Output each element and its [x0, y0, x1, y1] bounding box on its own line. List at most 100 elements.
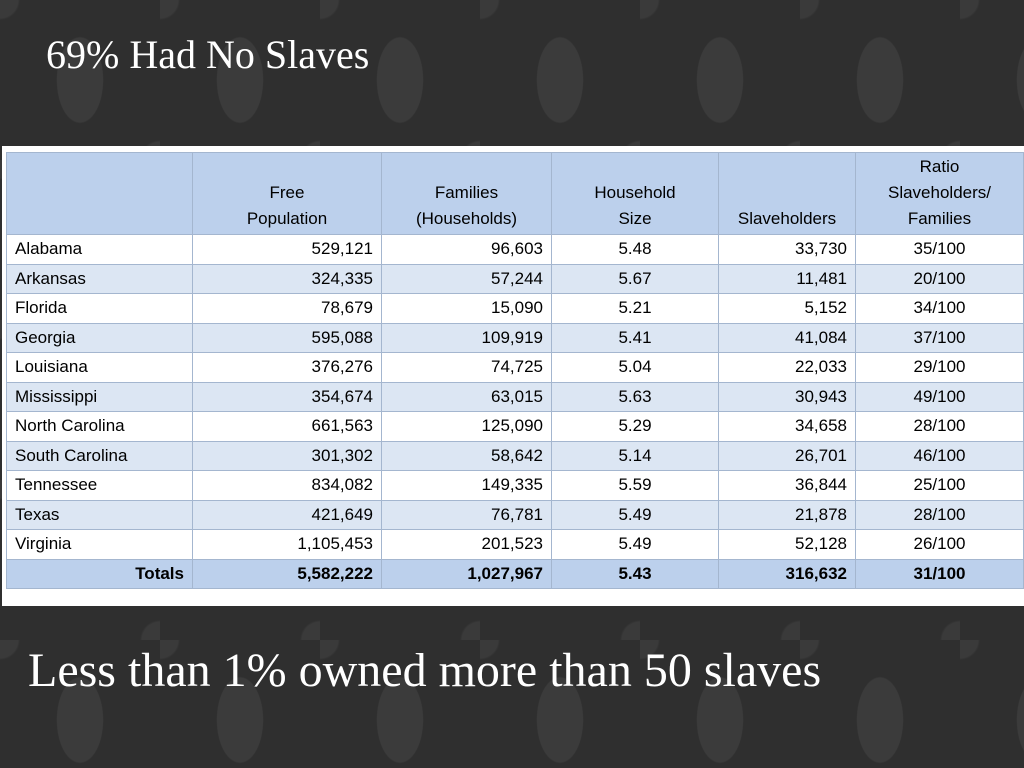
- cell-household-size: 5.67: [551, 263, 719, 294]
- cell-household-size: 5.48: [551, 234, 719, 265]
- cell-families: 109,919: [381, 322, 552, 353]
- cell-household-size: 5.21: [551, 293, 719, 324]
- cell-state: Louisiana: [6, 352, 193, 383]
- cell-state: Mississippi: [6, 381, 193, 412]
- table-row: Mississippi 354,674 63,015 5.63 30,943 49/100: [6, 381, 1024, 412]
- table-row: Florida 78,679 15,090 5.21 5,152 34/100: [6, 293, 1024, 324]
- totals-row: Totals 5,582,222 1,027,967 5.43 316,632 …: [6, 558, 1024, 589]
- cell-slaveholders: 21,878: [718, 499, 856, 530]
- cell-slaveholders: 11,481: [718, 263, 856, 294]
- cell-population: 324,335: [192, 263, 382, 294]
- cell-state: Florida: [6, 293, 193, 324]
- cell-families: 63,015: [381, 381, 552, 412]
- cell-household-size: 5.59: [551, 470, 719, 501]
- cell-state: Alabama: [6, 234, 193, 265]
- header-ratio-line: Slaveholders/: [887, 183, 991, 202]
- cell-population: 595,088: [192, 322, 382, 353]
- slide-title: 69% Had No Slaves: [46, 32, 370, 77]
- totals-population: 5,582,222: [192, 558, 382, 589]
- table-row: Georgia 595,088 109,919 5.41 41,084 37/100: [6, 322, 1024, 353]
- totals-ratio: 31/100: [855, 558, 1024, 589]
- cell-ratio: 35/100: [855, 234, 1024, 265]
- header-slaveholders: Slaveholders: [718, 152, 856, 235]
- cell-ratio: 28/100: [855, 411, 1024, 442]
- cell-population: 834,082: [192, 470, 382, 501]
- cell-population: 421,649: [192, 499, 382, 530]
- header-ratio-line: Ratio: [919, 157, 960, 176]
- header-household-size-line: Household: [594, 183, 676, 202]
- header-ratio-line: Families: [907, 209, 972, 228]
- cell-state: Tennessee: [6, 470, 193, 501]
- cell-ratio: 26/100: [855, 529, 1024, 560]
- cell-families: 58,642: [381, 440, 552, 471]
- cell-ratio: 28/100: [855, 499, 1024, 530]
- header-household-size-line: Size: [618, 209, 652, 228]
- header-families: Families (Households): [381, 152, 552, 235]
- cell-slaveholders: 36,844: [718, 470, 856, 501]
- table-row: Texas 421,649 76,781 5.49 21,878 28/100: [6, 499, 1024, 530]
- cell-population: 1,105,453: [192, 529, 382, 560]
- cell-household-size: 5.63: [551, 381, 719, 412]
- cell-population: 376,276: [192, 352, 382, 383]
- header-state: [6, 152, 193, 235]
- cell-ratio: 20/100: [855, 263, 1024, 294]
- cell-population: 661,563: [192, 411, 382, 442]
- totals-label: Totals: [6, 558, 193, 589]
- cell-household-size: 5.49: [551, 529, 719, 560]
- table-row: Virginia 1,105,453 201,523 5.49 52,128 26/100: [6, 529, 1024, 560]
- cell-families: 57,244: [381, 263, 552, 294]
- cell-slaveholders: 52,128: [718, 529, 856, 560]
- cell-ratio: 34/100: [855, 293, 1024, 324]
- cell-household-size: 5.29: [551, 411, 719, 442]
- cell-population: 78,679: [192, 293, 382, 324]
- cell-household-size: 5.04: [551, 352, 719, 383]
- cell-population: 529,121: [192, 234, 382, 265]
- totals-families: 1,027,967: [381, 558, 552, 589]
- cell-slaveholders: 34,658: [718, 411, 856, 442]
- cell-ratio: 49/100: [855, 381, 1024, 412]
- slide-subtitle: Less than 1% owned more than 50 slaves: [28, 644, 822, 697]
- cell-families: 76,781: [381, 499, 552, 530]
- header-slaveholders-line: Slaveholders: [737, 209, 837, 228]
- cell-slaveholders: 33,730: [718, 234, 856, 265]
- table-row: North Carolina 661,563 125,090 5.29 34,658 28…: [6, 411, 1024, 442]
- cell-ratio: 46/100: [855, 440, 1024, 471]
- cell-state: Texas: [6, 499, 193, 530]
- cell-household-size: 5.41: [551, 322, 719, 353]
- header-household-size: Household Size: [551, 152, 719, 235]
- slaveholders-table: Free Population Families (Households) Househ…: [6, 152, 1024, 589]
- header-families-line: Families: [434, 183, 499, 202]
- table-row: Arkansas 324,335 57,244 5.67 11,481 20/100: [6, 263, 1024, 294]
- cell-ratio: 25/100: [855, 470, 1024, 501]
- cell-slaveholders: 30,943: [718, 381, 856, 412]
- table-body: Alabama 529,121 96,603 5.48 33,730 35/100 Arka…: [6, 234, 1024, 560]
- cell-state: North Carolina: [6, 411, 193, 442]
- cell-families: 96,603: [381, 234, 552, 265]
- header-families-line: (Households): [415, 209, 518, 228]
- cell-families: 149,335: [381, 470, 552, 501]
- cell-population: 354,674: [192, 381, 382, 412]
- totals-slaveholders: 316,632: [718, 558, 856, 589]
- header-free-population-line: Population: [246, 209, 328, 228]
- header-ratio: Ratio Slaveholders/Families: [855, 152, 1024, 235]
- cell-state: Virginia: [6, 529, 193, 560]
- table-header-row: Free Population Families (Households) Househ…: [6, 152, 1024, 235]
- cell-families: 74,725: [381, 352, 552, 383]
- cell-household-size: 5.14: [551, 440, 719, 471]
- table-panel: Free Population Families (Households) Househ…: [2, 146, 1024, 606]
- cell-slaveholders: 22,033: [718, 352, 856, 383]
- cell-state: Georgia: [6, 322, 193, 353]
- cell-state: South Carolina: [6, 440, 193, 471]
- cell-slaveholders: 26,701: [718, 440, 856, 471]
- header-free-population: Free Population: [192, 152, 382, 235]
- table-row: Alabama 529,121 96,603 5.48 33,730 35/100: [6, 234, 1024, 265]
- table-row: South Carolina 301,302 58,642 5.14 26,701 46/…: [6, 440, 1024, 471]
- table-row: Tennessee 834,082 149,335 5.59 36,844 25/100: [6, 470, 1024, 501]
- cell-slaveholders: 5,152: [718, 293, 856, 324]
- cell-slaveholders: 41,084: [718, 322, 856, 353]
- cell-household-size: 5.49: [551, 499, 719, 530]
- header-free-population-line: Free: [269, 183, 305, 202]
- table-row: Louisiana 376,276 74,725 5.04 22,033 29/100: [6, 352, 1024, 383]
- cell-population: 301,302: [192, 440, 382, 471]
- totals-household-size: 5.43: [551, 558, 719, 589]
